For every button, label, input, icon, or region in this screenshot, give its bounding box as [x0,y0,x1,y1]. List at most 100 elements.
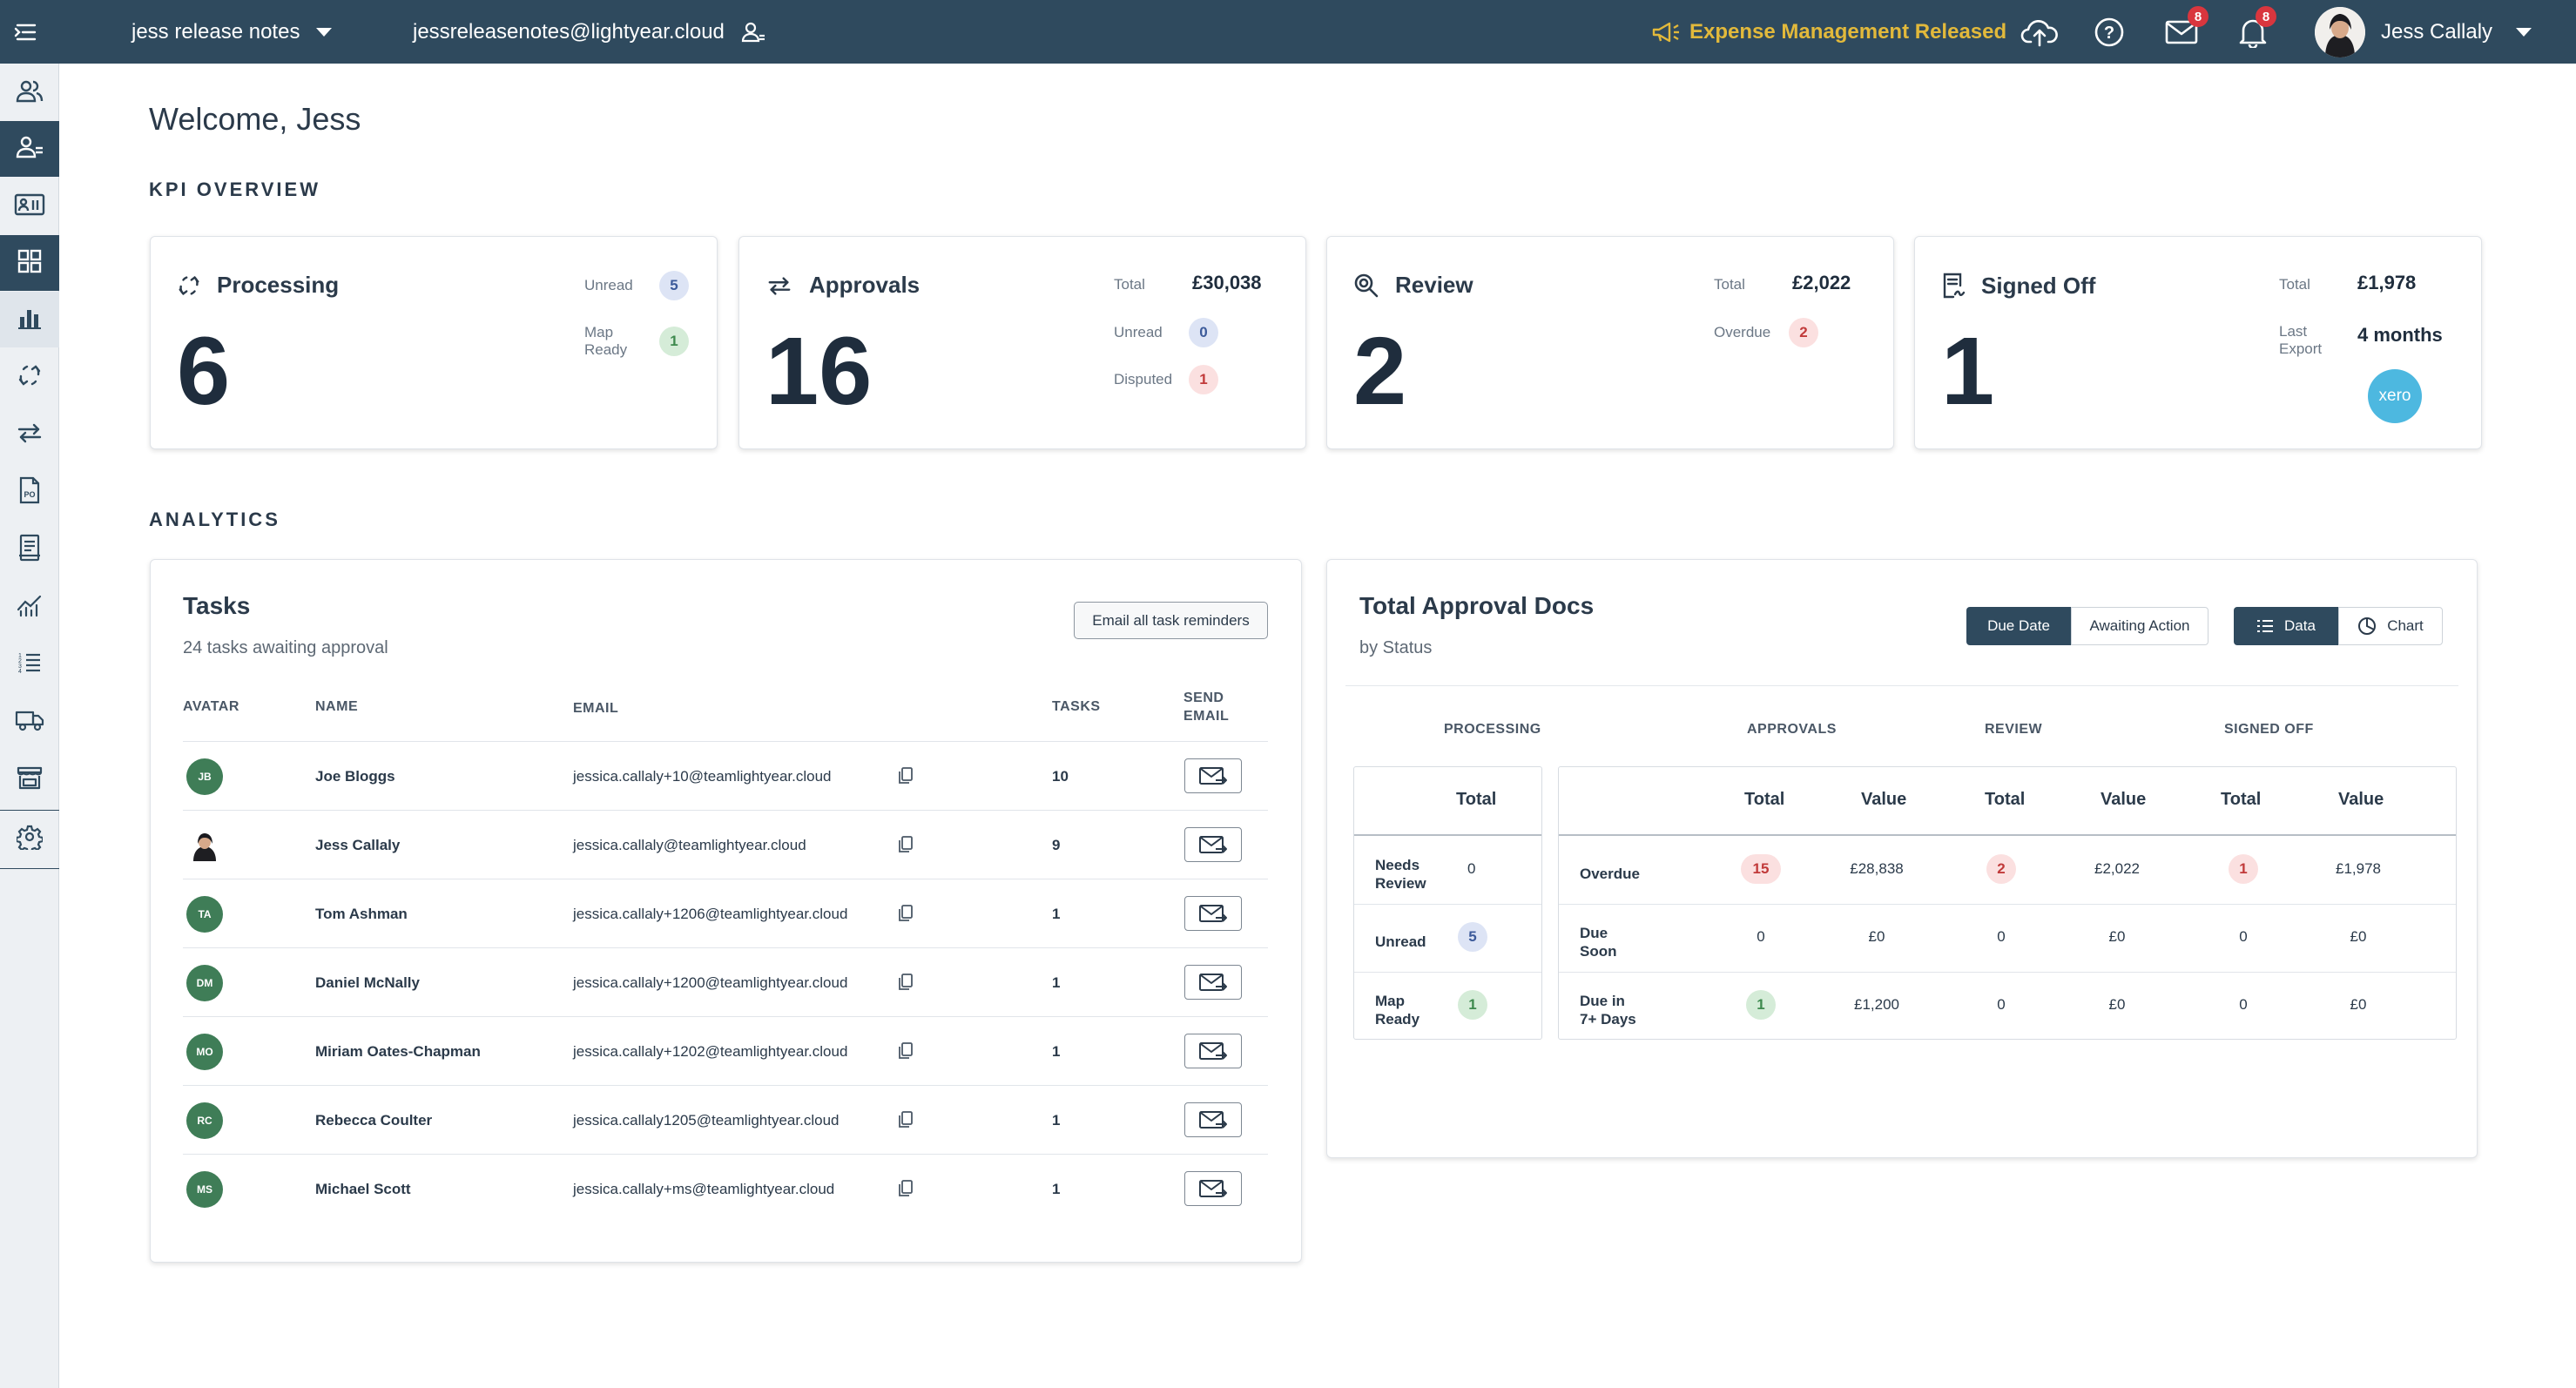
row-label-2: Ready [1375,1011,1420,1028]
approvals-value: £0 [1868,928,1885,945]
send-mail-icon [1198,903,1228,924]
svg-text:PO: PO [24,490,35,499]
list-icon [2256,618,2274,634]
menu-collapse-icon[interactable] [12,0,38,64]
send-email-button[interactable] [1184,965,1242,1000]
task-count: 1 [1052,905,1061,922]
col-signed-total: Total [2221,790,2262,809]
user-name: Miriam Oates-Chapman [315,1042,481,1060]
signed-total-badge: 1 [2229,854,2258,884]
send-mail-icon [1198,972,1228,993]
approvals-value: £1,200 [1854,996,1899,1013]
approval-docs-subtitle: by Status [1359,638,1433,657]
sidebar-item-invoices[interactable] [0,522,59,577]
avatar [188,828,221,861]
copy-icon[interactable] [897,766,914,790]
sidebar-divider [0,868,59,869]
send-mail-icon [1198,1041,1228,1061]
table-row: JB Joe Bloggs jessica.callaly+10@teamlig… [183,741,1268,810]
kpi-title: Processing [217,272,340,298]
unread-label: Unread [1114,324,1163,340]
sidebar-item-approvals[interactable] [0,407,59,462]
send-email-button[interactable] [1184,827,1242,862]
sidebar-item-suppliers[interactable] [0,121,59,177]
kpi-card-approvals[interactable]: Approvals 16 Total £30,038 Unread 0 Disp… [738,236,1306,449]
toggle-due-date[interactable]: Due Date [1966,607,2071,645]
send-mail-icon [1198,1109,1228,1130]
total-value: 0 [1467,860,1476,877]
avatar: JB [186,758,223,795]
approvals-total-badge: 1 [1746,990,1776,1020]
toggle-data[interactable]: Data [2234,607,2338,645]
sidebar-item-processing[interactable] [0,349,59,405]
user-menu[interactable]: Jess Callaly [2315,0,2532,64]
last-export-label-2: Export [2279,340,2323,357]
signed-total: 0 [2239,996,2248,1013]
kpi-card-review[interactable]: Review 2 Total £2,022 Overdue 2 [1326,236,1894,449]
svg-text:?: ? [2104,24,2114,43]
group-processing: PROCESSING [1444,722,1541,737]
kpi-count: 6 [177,318,231,425]
tasks-title: Tasks [183,592,251,619]
divider [1345,685,2458,686]
overdue-badge: 2 [1789,318,1818,347]
task-count: 9 [1052,836,1061,853]
copy-icon[interactable] [897,904,914,927]
total-value: £2,022 [1792,272,1851,293]
send-email-button[interactable] [1184,896,1242,931]
sidebar-item-dashboard[interactable] [0,235,59,291]
copy-icon[interactable] [897,1179,914,1203]
table-row: DM Daniel McNally jessica.callaly+1200@t… [183,947,1268,1016]
col-send-email-2: EMAIL [1183,709,1230,724]
sidebar-item-deliveries[interactable] [0,694,59,750]
signed-value: £0 [2350,928,2367,945]
copy-icon[interactable] [897,1041,914,1065]
status-table: Total Value Total Value Total Value Over… [1558,766,2457,1040]
invoice-icon [17,534,42,566]
sidebar-item-contacts[interactable] [0,65,59,121]
analytics-icon [17,305,43,335]
kpi-count: 1 [1941,318,1995,425]
copy-icon[interactable] [897,973,914,996]
toggle-chart[interactable]: Chart [2338,607,2443,645]
map-ready-label-1: Map [584,324,614,340]
cloud-upload-icon[interactable] [2020,0,2059,64]
row-divider [1354,972,1541,973]
org-switcher[interactable]: jess release notes [131,0,333,64]
user-email: jessica.callaly+1200@teamlightyear.cloud [573,974,848,991]
help-icon[interactable]: ? [2094,0,2125,64]
sidebar-item-analytics[interactable] [0,292,59,347]
send-email-button[interactable] [1184,1034,1242,1068]
send-email-button[interactable] [1184,1102,1242,1137]
email-all-reminders-button[interactable]: Email all task reminders [1074,602,1268,639]
org-email-link[interactable]: jessreleasenotes@lightyear.cloud [413,0,766,64]
avatar: MS [186,1171,223,1208]
store-icon [16,765,44,795]
mail-icon[interactable] [2165,0,2200,64]
row-divider [1354,904,1541,905]
announcement-link[interactable]: Expense Management Released [1651,0,2006,64]
overdue-label: Overdue [1714,324,1771,340]
sidebar-item-purchase-orders[interactable]: PO [0,464,59,520]
toggle-awaiting-action[interactable]: Awaiting Action [2071,607,2208,645]
copy-icon[interactable] [897,1110,914,1134]
sidebar-item-id-cards[interactable] [0,179,59,234]
send-email-button[interactable] [1184,758,1242,793]
sidebar-item-settings[interactable] [0,811,59,866]
send-email-button[interactable] [1184,1171,1242,1206]
avatar: RC [186,1102,223,1139]
copy-icon[interactable] [897,835,914,859]
sidebar-item-reports[interactable] [0,579,59,635]
sidebar-item-store[interactable] [0,751,59,807]
send-mail-icon [1198,834,1228,855]
processing-table: Total Needs Review 0 Unread 5 Map Ready 1 [1353,766,1542,1040]
header-rule [1559,834,2456,836]
reports-chart-icon [16,592,44,623]
user-email: jessica.callaly+10@teamlightyear.cloud [573,767,832,785]
row-label: Map [1375,993,1405,1009]
table-row: RC Rebecca Coulter jessica.callaly1205@t… [183,1085,1268,1154]
kpi-card-signed-off[interactable]: Signed Off 1 Total £1,978 Last Export 4 … [1914,236,2482,449]
xero-logo[interactable]: xero [2368,369,2422,423]
kpi-card-processing[interactable]: Processing 6 Unread 5 Map Ready 1 [150,236,718,449]
